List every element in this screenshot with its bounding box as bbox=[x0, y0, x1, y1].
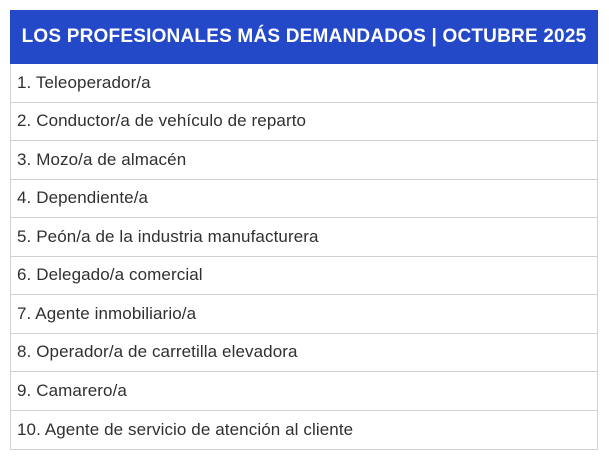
table-row: 5. Peón/a de la industria manufacturera bbox=[11, 218, 597, 257]
profession-label: 8. Operador/a de carretilla elevadora bbox=[17, 342, 298, 362]
profession-label: 7. Agente inmobiliario/a bbox=[17, 303, 197, 323]
demanded-professions-table: LOS PROFESIONALES MÁS DEMANDADOS | OCTUB… bbox=[10, 10, 598, 450]
profession-label: 9. Camarero/a bbox=[17, 380, 127, 400]
table-row: 10. Agente de servicio de atención al cl… bbox=[11, 411, 597, 450]
profession-label: 10. Agente de servicio de atención al cl… bbox=[17, 419, 354, 439]
profession-label: 1. Teleoperador/a bbox=[17, 72, 151, 92]
profession-label: 5. Peón/a de la industria manufacturera bbox=[17, 226, 319, 246]
table-row: 8. Operador/a de carretilla elevadora bbox=[11, 334, 597, 372]
table-rows: 1. Teleoperador/a 2. Conductor/a de vehí… bbox=[10, 64, 598, 450]
table-row: 2. Conductor/a de vehículo de reparto bbox=[11, 103, 597, 141]
table-row: 9. Camarero/a bbox=[11, 372, 597, 411]
table-title: LOS PROFESIONALES MÁS DEMANDADOS | OCTUB… bbox=[21, 26, 587, 47]
table-header: LOS PROFESIONALES MÁS DEMANDADOS | OCTUB… bbox=[10, 10, 598, 64]
profession-label: 2. Conductor/a de vehículo de reparto bbox=[17, 111, 307, 131]
profession-label: 6. Delegado/a comercial bbox=[17, 265, 203, 285]
table-row: 6. Delegado/a comercial bbox=[11, 257, 597, 295]
profession-label: 3. Mozo/a de almacén bbox=[17, 149, 187, 169]
table-row: 1. Teleoperador/a bbox=[11, 64, 597, 103]
table-row: 3. Mozo/a de almacén bbox=[11, 141, 597, 180]
table-row: 4. Dependiente/a bbox=[11, 180, 597, 218]
profession-label: 4. Dependiente/a bbox=[17, 188, 149, 208]
table-row: 7. Agente inmobiliario/a bbox=[11, 295, 597, 334]
